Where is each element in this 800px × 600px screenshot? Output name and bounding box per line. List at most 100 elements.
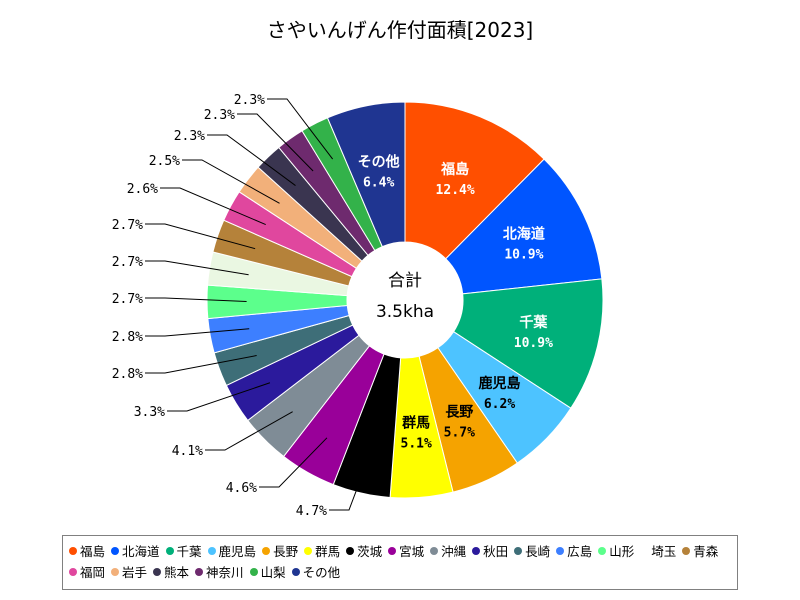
legend-item: その他 bbox=[291, 562, 341, 583]
legend-label: 青森 bbox=[693, 544, 719, 559]
leader-line bbox=[145, 328, 250, 337]
slice-value-label: 4.7% bbox=[296, 504, 327, 519]
legend-marker bbox=[69, 568, 77, 576]
center-total-value: 3.5kha bbox=[376, 302, 434, 322]
legend-label: 北海道 bbox=[122, 544, 160, 559]
legend-label: その他 bbox=[302, 565, 341, 580]
legend-marker bbox=[346, 547, 355, 555]
slice-value-label: 2.5% bbox=[149, 154, 180, 169]
legend-item: 千葉 bbox=[165, 541, 202, 562]
legend-label: 秋田 bbox=[483, 544, 509, 559]
legend-label: 茨城 bbox=[357, 544, 383, 559]
legend-marker bbox=[682, 547, 691, 555]
legend-marker bbox=[472, 547, 481, 555]
slice-value-label: 2.7% bbox=[112, 218, 143, 233]
slice-value-label: 10.9% bbox=[504, 248, 543, 263]
legend-item: 広島 bbox=[556, 541, 592, 562]
legend-marker bbox=[291, 568, 300, 576]
legend-item: 青森 bbox=[682, 541, 718, 562]
legend-item: 群馬 bbox=[304, 541, 340, 562]
slice-value-label: 4.6% bbox=[226, 481, 257, 496]
legend-marker bbox=[111, 568, 120, 576]
leader-line bbox=[182, 159, 280, 204]
legend-item: 沖縄 bbox=[430, 541, 466, 562]
slice-name-label: 千葉 bbox=[519, 314, 548, 331]
legend-marker bbox=[388, 547, 397, 555]
legend-label: 熊本 bbox=[164, 565, 190, 580]
slice-name-label: 北海道 bbox=[503, 226, 545, 243]
leader-line bbox=[205, 411, 293, 451]
slice-value-label: 2.3% bbox=[204, 108, 235, 123]
legend-item: 福島 bbox=[69, 541, 105, 562]
legend-item: 宮城 bbox=[388, 541, 424, 562]
slice-value-label: 5.1% bbox=[401, 437, 432, 452]
leader-line bbox=[160, 187, 266, 226]
legend-label: 山形 bbox=[609, 544, 635, 559]
legend-item: 山形 bbox=[598, 541, 634, 562]
slice-name-label: その他 bbox=[358, 154, 400, 171]
legend-item: 茨城 bbox=[346, 541, 382, 562]
legend-item: 北海道 bbox=[111, 541, 160, 562]
legend-marker bbox=[262, 547, 271, 555]
leader-line bbox=[167, 382, 271, 412]
slice-value-label: 2.7% bbox=[112, 292, 143, 307]
legend-marker bbox=[111, 547, 120, 555]
legend-label: 埼玉 bbox=[651, 544, 677, 559]
leader-line bbox=[329, 454, 371, 511]
legend-marker bbox=[195, 568, 204, 576]
legend-item: 長野 bbox=[262, 541, 298, 562]
slice-value-label: 2.8% bbox=[112, 330, 143, 345]
center-total-label: 合計 bbox=[388, 271, 422, 291]
legend-item: 山梨 bbox=[249, 562, 286, 583]
legend-marker bbox=[207, 547, 216, 555]
slice-value-label: 12.4% bbox=[436, 183, 475, 198]
legend-label: 岩手 bbox=[122, 565, 148, 580]
legend-marker bbox=[249, 568, 258, 576]
legend-marker bbox=[165, 547, 174, 555]
legend-label: 福島 bbox=[80, 544, 106, 559]
chart-title: さやいんげん作付面積[2023] bbox=[266, 18, 534, 42]
pie-slice-1 bbox=[445, 158, 603, 295]
legend-item: 岩手 bbox=[111, 562, 147, 583]
legend-marker bbox=[556, 547, 565, 555]
leader-line bbox=[145, 223, 256, 250]
pie-slice-20 bbox=[326, 101, 406, 248]
legend-label: 神奈川 bbox=[206, 565, 244, 580]
slice-value-label: 2.3% bbox=[174, 129, 205, 144]
leader-line bbox=[237, 113, 314, 172]
legend-label: 広島 bbox=[567, 544, 593, 559]
legend-label: 千葉 bbox=[176, 544, 202, 559]
legend-marker bbox=[153, 568, 162, 576]
leader-line bbox=[207, 134, 296, 186]
legend-item: 秋田 bbox=[472, 541, 508, 562]
leader-line bbox=[145, 297, 247, 302]
legend-item: 神奈川 bbox=[195, 562, 244, 583]
pie-slice-0 bbox=[404, 101, 545, 260]
slice-value-label: 2.3% bbox=[234, 93, 265, 108]
pie-slice-2 bbox=[452, 278, 604, 409]
slice-value-label: 2.8% bbox=[112, 367, 143, 382]
legend-marker bbox=[304, 547, 313, 555]
legend-marker bbox=[598, 547, 607, 555]
slice-value-label: 2.6% bbox=[127, 182, 158, 197]
legend-label: 山梨 bbox=[260, 565, 286, 580]
leader-line bbox=[145, 355, 257, 374]
legend: 福島 北海道 千葉 鹿児島 長野 群馬 茨城 宮城 沖縄 秋田 長崎 広島 山形 埼玉 青森福岡 岩手 熊本 神奈… bbox=[62, 535, 738, 590]
legend-marker bbox=[430, 547, 439, 555]
legend-label: 長崎 bbox=[525, 544, 551, 559]
legend-label: 長野 bbox=[273, 544, 299, 559]
slice-value-label: 10.9% bbox=[514, 336, 553, 351]
legend-label: 鹿児島 bbox=[218, 544, 257, 559]
legend-label: 福岡 bbox=[80, 565, 106, 580]
leader-line bbox=[267, 98, 334, 160]
legend-label: 沖縄 bbox=[441, 544, 467, 559]
leader-line bbox=[145, 260, 249, 276]
legend-marker bbox=[69, 547, 77, 555]
legend-label: 宮城 bbox=[399, 544, 425, 559]
legend-item: 熊本 bbox=[153, 562, 189, 583]
legend-item: 埼玉 bbox=[640, 541, 676, 562]
legend-label: 群馬 bbox=[315, 544, 341, 559]
slice-value-label: 6.4% bbox=[363, 176, 394, 191]
slice-name-label: 福島 bbox=[440, 161, 469, 178]
